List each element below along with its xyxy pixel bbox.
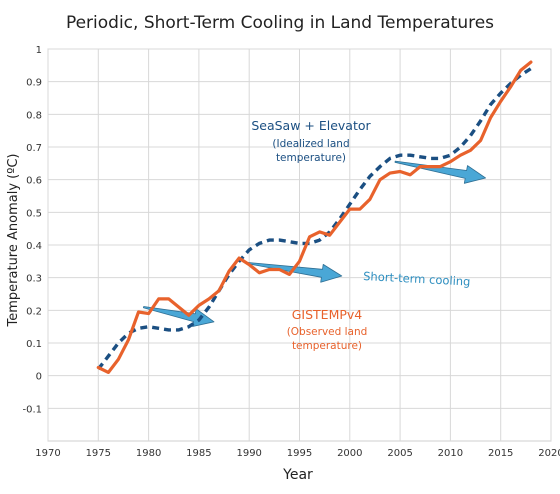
annotations: SeaSaw + Elevator (Idealized land temperat… [251,118,470,352]
seasaw-elevator-line [96,67,532,371]
x-tick-label: 2020 [538,448,560,459]
x-tick-label: 2005 [387,448,412,459]
y-axis: -0.1 0 0.1 0.2 0.3 0.4 0.5 0.6 0.7 0.8 0.9 1 [22,45,42,415]
y-tick-label: 0.1 [26,339,42,350]
x-tick-label: 1995 [287,448,312,459]
y-tick-label: 0.2 [26,306,42,317]
gistemp-sublabel: (Observed land [287,326,368,338]
x-tick-label: 1990 [236,448,261,459]
cooling-arrow [246,261,343,283]
x-axis-label: Year [282,467,313,483]
y-tick-label: 0.8 [26,110,42,121]
grid [47,48,552,442]
y-tick-label: 0.3 [26,274,42,285]
y-tick-label: 0.4 [26,241,42,252]
x-tick-label: 1970 [35,448,60,459]
y-tick-label: 0.7 [26,143,42,154]
y-tick-label: 0.6 [26,176,42,187]
x-tick-label: 2000 [337,448,362,459]
x-tick-label: 1975 [86,448,111,459]
y-axis-label: Temperature Anomaly (ºC) [6,154,21,328]
x-tick-label: 2010 [438,448,463,459]
cooling-arrow [142,306,215,327]
x-tick-label: 2015 [488,448,513,459]
gistemp-label: GISTEMPv4 [292,307,363,322]
series-lines [96,60,533,374]
x-axis: 1970 1975 1980 1985 1990 1995 2000 2005 2010 2015… [35,448,560,459]
gistemp-sublabel: temperature) [292,340,362,352]
seasaw-sublabel: temperature) [276,152,346,164]
y-tick-label: 0 [36,372,42,383]
y-tick-label: 0.5 [26,208,42,219]
x-tick-label: 1980 [136,448,161,459]
x-tick-label: 1985 [186,448,211,459]
gistemp-line [96,60,533,374]
seasaw-sublabel: (Idealized land [272,138,349,150]
seasaw-label: SeaSaw + Elevator [251,118,371,133]
chart-title: Periodic, Short-Term Cooling in Land Tem… [66,13,494,33]
y-tick-label: 1 [36,45,42,56]
cooling-label: Short-term cooling [363,269,471,289]
y-tick-label: 0.9 [26,78,42,89]
cooling-arrows [142,160,487,327]
y-tick-label: -0.1 [22,404,42,415]
